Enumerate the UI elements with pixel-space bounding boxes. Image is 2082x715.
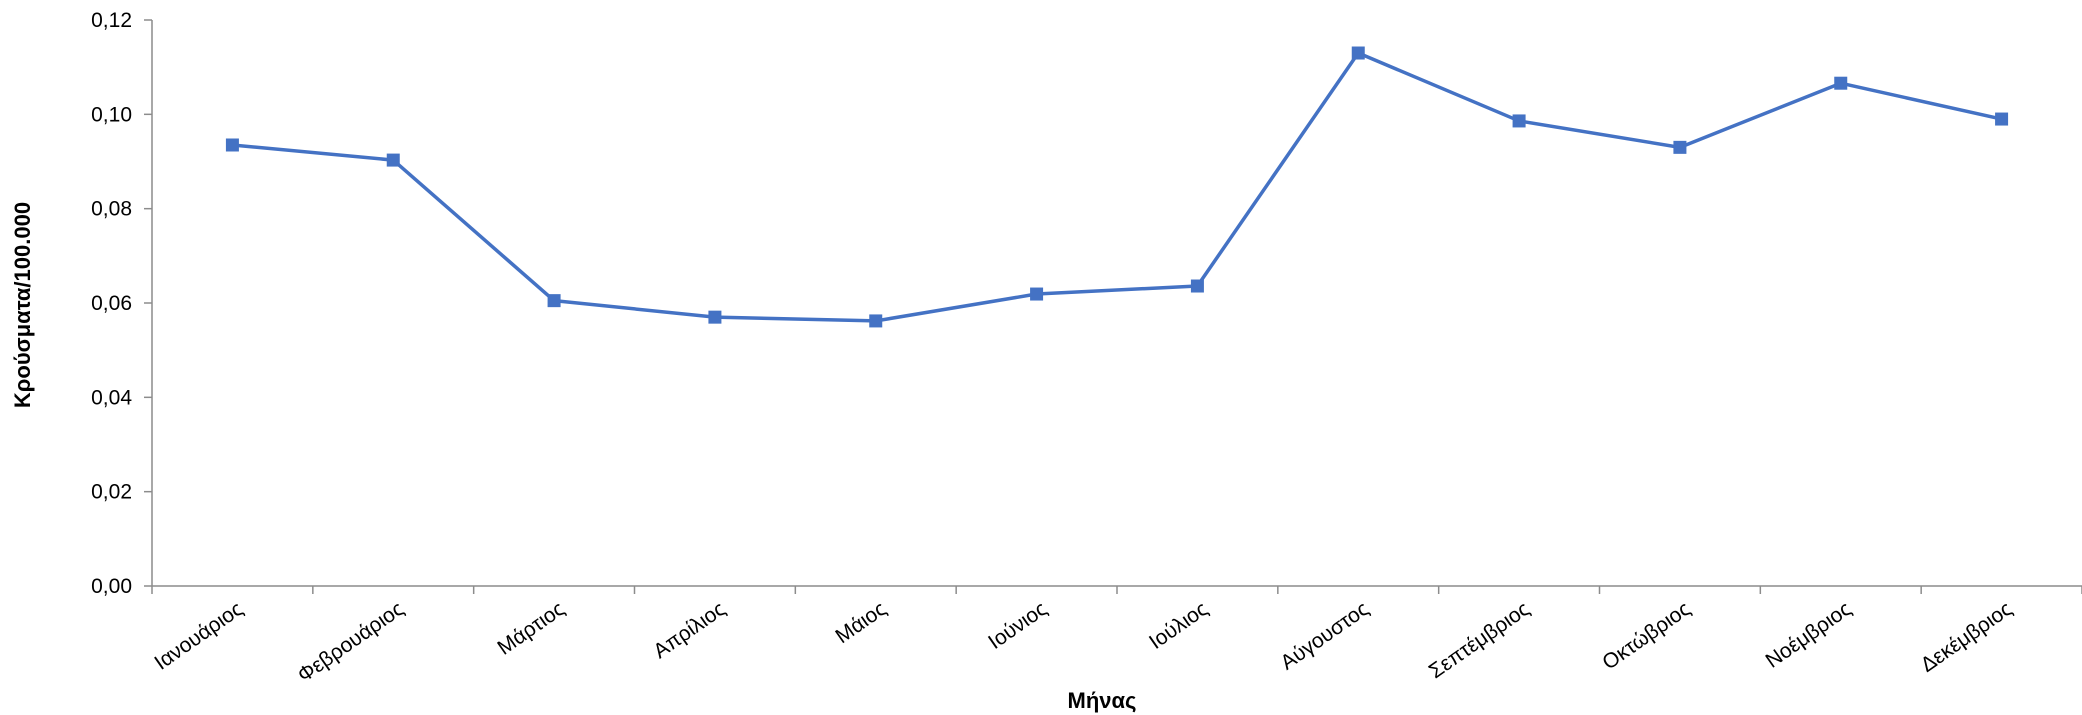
y-tick-label: 0,06 bbox=[91, 292, 132, 315]
data-point-marker bbox=[225, 138, 239, 152]
x-tick-label: Σεπτέμβριος bbox=[1425, 597, 1534, 683]
x-tick-label: Ιανουάριος bbox=[150, 597, 247, 674]
data-point-marker bbox=[708, 310, 722, 324]
data-point-marker bbox=[547, 294, 561, 308]
x-tick-label: Φεβρουάριος bbox=[293, 597, 408, 687]
x-tick-label: Οκτώβριος bbox=[1598, 597, 1695, 674]
data-point-marker bbox=[1834, 76, 1848, 90]
y-tick-label: 0,08 bbox=[91, 198, 132, 221]
x-tick-label: Μάιος bbox=[831, 597, 890, 648]
x-tick-label: Νοέμβριος bbox=[1761, 597, 1855, 673]
x-tick-label: Απρίλιος bbox=[649, 597, 729, 663]
x-tick-label: Δεκέμβριος bbox=[1917, 597, 2017, 677]
x-axis: Ιανουάριος Φεβρουάριος Μάρτιος Απρίλιος Μάιο… bbox=[150, 585, 2082, 687]
y-tick-label: 0,00 bbox=[91, 575, 132, 598]
y-axis: 0,00 0,02 0,04 0,06 0,08 0,10 0,12 bbox=[91, 9, 153, 598]
x-tick-label: Μάρτιος bbox=[493, 597, 568, 659]
series-group bbox=[225, 46, 2009, 328]
x-tick-label: Ιούνιος bbox=[984, 597, 1051, 654]
data-point-marker bbox=[1351, 46, 1365, 60]
series-line bbox=[232, 51, 2002, 323]
y-tick-label: 0,02 bbox=[91, 481, 132, 504]
x-tick-label: Ιούλιος bbox=[1145, 597, 1212, 654]
data-point-marker bbox=[1030, 287, 1044, 301]
y-tick-label: 0,04 bbox=[91, 386, 132, 409]
data-point-marker bbox=[1673, 140, 1687, 154]
x-tick-label: Αύγουστος bbox=[1276, 597, 1373, 674]
y-tick-label: 0,10 bbox=[91, 103, 132, 126]
data-point-marker bbox=[1190, 279, 1204, 293]
data-point-marker bbox=[1995, 112, 2009, 126]
x-axis-title: Μήνας bbox=[1068, 688, 1137, 713]
data-point-marker bbox=[869, 314, 883, 328]
y-axis-title: Κρούσματα/100.000 bbox=[10, 202, 35, 408]
data-point-marker bbox=[1512, 114, 1526, 128]
y-tick-label: 0,12 bbox=[91, 9, 132, 32]
data-point-marker bbox=[386, 153, 400, 167]
